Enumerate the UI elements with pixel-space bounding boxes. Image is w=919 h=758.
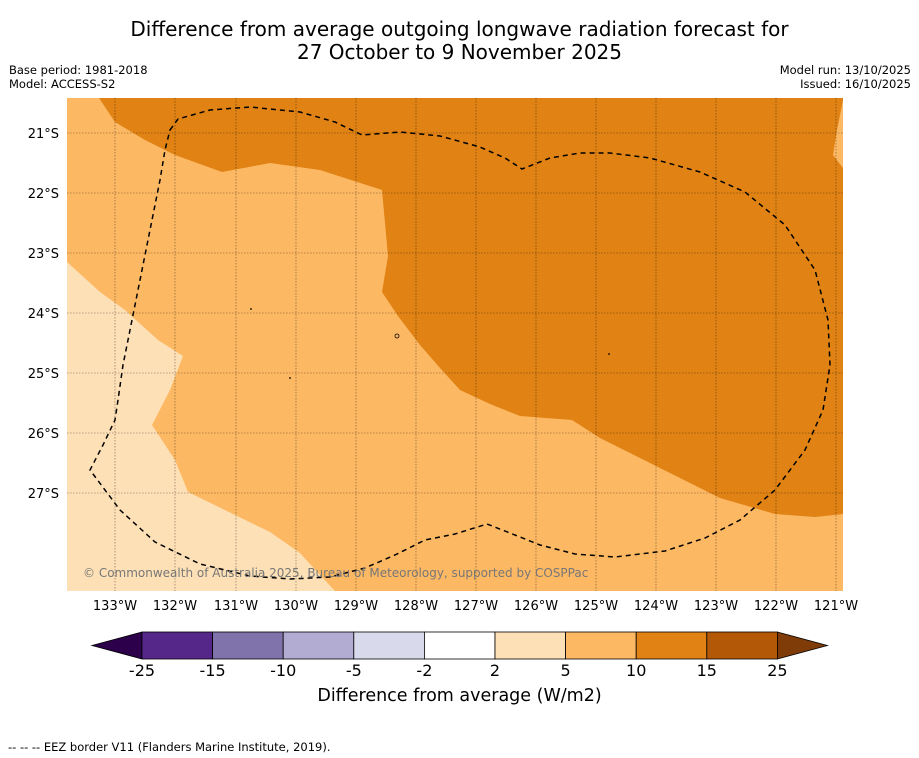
lon-label: 125°W [574,599,618,614]
colorbar-tick-label: -15 [200,661,226,680]
lon-label: 129°W [334,599,378,614]
meta-right: Model run: 13/10/2025 Issued: 16/10/2025 [780,63,911,91]
chart-title: Difference from average outgoing longwav… [0,18,919,64]
colorbar-tick-label: 15 [697,661,717,680]
anomaly-region-5-10-edge [833,100,843,168]
lat-label: 22°S [28,187,59,202]
base-period: Base period: 1981-2018 [9,63,148,77]
lat-label: 25°S [28,367,59,382]
lon-label: 132°W [153,599,197,614]
colorbar-bin [212,631,284,660]
longitude-labels: 133°W 132°W 131°W 130°W 129°W 128°W 127°… [93,599,858,614]
lat-label: 24°S [28,307,59,322]
meta-left: Base period: 1981-2018 Model: ACCESS-S2 [9,63,148,91]
lon-label: 130°W [274,599,318,614]
colorbar-tick-label: -25 [129,661,155,680]
model-name: Model: ACCESS-S2 [9,77,116,91]
island-marker [289,377,291,379]
colorbar-bin [423,631,496,660]
colorbar-bin [706,631,778,660]
lat-label: 26°S [28,427,59,442]
colorbar-bin [635,631,708,660]
colorbar-bin [141,631,213,660]
island-marker [608,353,610,355]
lon-label: 127°W [454,599,498,614]
eez-legend-note: -- -- -- EEZ border V11 (Flanders Marine… [8,740,331,754]
colorbar-bin [282,631,355,660]
colorbar-tick-label: 25 [767,661,787,680]
lon-label: 128°W [394,599,438,614]
colorbar-tick-label: -10 [270,661,296,680]
colorbar-tick-label: 10 [626,661,646,680]
colorbar-over-arrow [777,631,829,660]
lat-label: 27°S [28,487,59,502]
lon-label: 126°W [514,599,558,614]
lon-label: 133°W [93,599,137,614]
lon-label: 123°W [694,599,738,614]
lon-label: 121°W [814,599,858,614]
colorbar-title: Difference from average (W/m2) [317,686,602,706]
colorbar-bin [353,631,425,660]
lat-label: 21°S [28,127,59,142]
copyright-notice: © Commonwealth of Australia 2025, Bureau… [83,566,589,580]
lon-label: 131°W [214,599,258,614]
grid-lines [67,98,843,591]
anomaly-region-2-5 [67,262,335,591]
title-line-1: Difference from average outgoing longwav… [130,17,789,41]
anomaly-region-10-15 [99,98,843,517]
colorbar-tick-label: 2 [490,661,500,680]
lon-label: 122°W [754,599,798,614]
map-fill [67,98,843,591]
island-marker [394,333,400,339]
title-line-2: 27 October to 9 November 2025 [296,40,623,64]
lat-label: 23°S [28,247,59,262]
colorbar-bin [494,631,566,660]
issued-date: Issued: 16/10/2025 [800,77,911,91]
eez-border [89,106,831,580]
model-run: Model run: 13/10/2025 [779,63,911,77]
colorbar-tick-label: -2 [416,661,432,680]
colorbar-tick-label: -5 [346,661,362,680]
colorbar-tick-label: 5 [561,661,571,680]
island-marker [250,308,252,310]
latitude-labels: 21°S 22°S 23°S 24°S 25°S 26°S 27°S [28,127,59,502]
colorbar-under-arrow [90,631,143,660]
lon-label: 124°W [634,599,678,614]
colorbar-bin [565,631,637,660]
